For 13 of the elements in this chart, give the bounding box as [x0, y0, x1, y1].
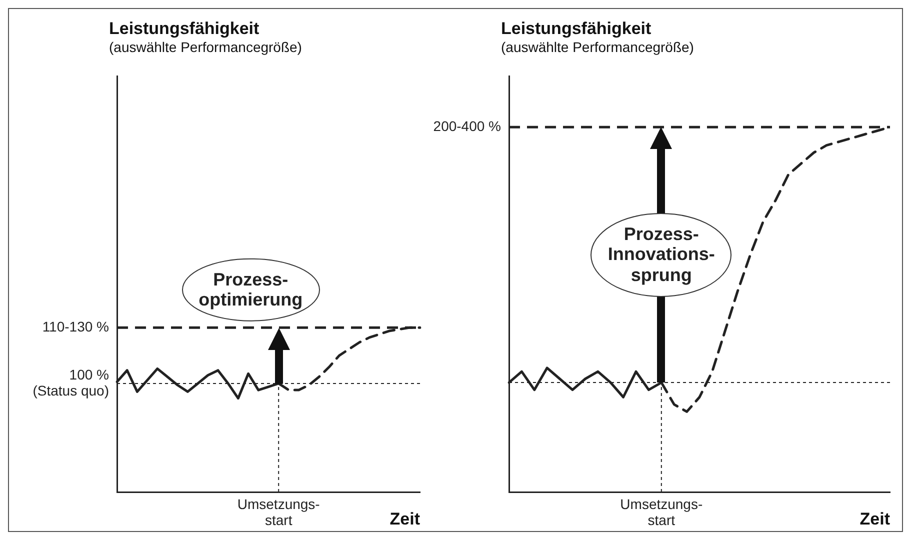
text: 100 % (Status quo): [32, 366, 109, 398]
chart-title: Leistungsfähigkeit: [109, 19, 260, 39]
text: Umsetzungs- start: [620, 496, 703, 528]
text: 110-130 %: [42, 318, 109, 334]
chart-subtitle: (auswählte Performancegröße): [109, 39, 302, 55]
text: 200-400 %: [433, 118, 501, 134]
x-axis-title: Zeit: [390, 509, 420, 528]
chart-subtitle: (auswählte Performancegröße): [501, 39, 694, 55]
text: Umsetzungs- start: [237, 496, 320, 528]
x-axis-title: Zeit: [860, 509, 890, 528]
oval-frame: Prozess- Innovations- sprung: [590, 212, 732, 297]
oval-frame: Prozess- optimierung: [182, 258, 320, 322]
chart-title: Leistungsfähigkeit: [501, 19, 652, 39]
